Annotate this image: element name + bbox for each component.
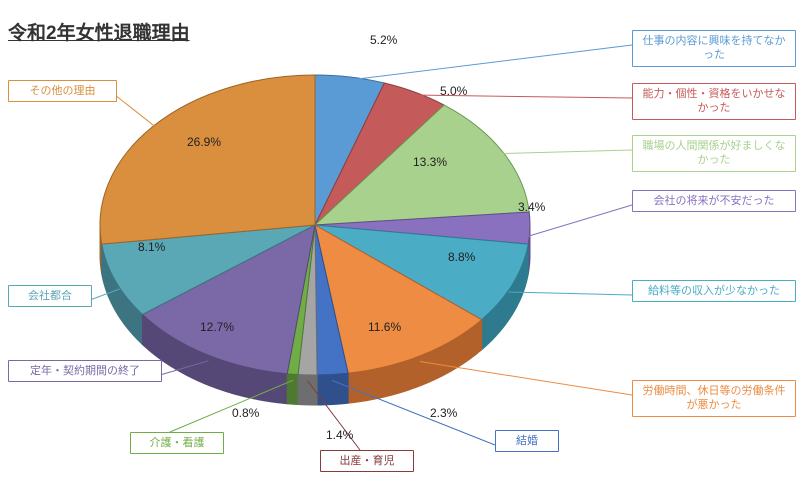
legend-item: 労働時間、休日等の労働条件が悪かった xyxy=(632,380,796,417)
legend-item: 介護・看護 xyxy=(130,432,224,454)
slice-percent: 8.8% xyxy=(448,250,475,264)
legend-label: 介護・看護 xyxy=(150,437,205,449)
slice-percent: 3.4% xyxy=(518,200,545,214)
leader-line xyxy=(509,292,632,295)
leader-line xyxy=(115,95,157,128)
pie-slice xyxy=(100,75,315,244)
legend-item: 定年・契約期間の終了 xyxy=(8,360,162,382)
pie-slice-side xyxy=(287,374,298,405)
legend-label: 会社の将来が不安だった xyxy=(654,195,775,207)
slice-percent: 12.7% xyxy=(200,320,234,334)
legend-item: 能力・個性・資格をいかせなかった xyxy=(632,83,796,120)
legend-label: 定年・契約期間の終了 xyxy=(30,365,140,377)
legend-item: 給料等の収入が少なかった xyxy=(632,280,796,302)
legend-item: 結婚 xyxy=(495,430,559,452)
legend-item: 出産・育児 xyxy=(320,450,414,472)
slice-percent: 13.3% xyxy=(413,155,447,169)
slice-percent: 2.3% xyxy=(430,406,457,420)
legend-item: 仕事の内容に興味を持てなかった xyxy=(632,30,796,67)
leader-line xyxy=(499,150,632,154)
slice-percent: 0.8% xyxy=(232,406,259,420)
legend-label: その他の理由 xyxy=(30,85,96,97)
legend-label: 能力・個性・資格をいかせなかった xyxy=(643,88,786,114)
legend-label: 結婚 xyxy=(516,435,538,447)
leader-line xyxy=(332,381,495,445)
legend-item: 会社の将来が不安だった xyxy=(632,190,796,212)
slice-percent: 8.1% xyxy=(138,240,165,254)
slice-percent: 5.0% xyxy=(440,84,467,98)
legend-label: 労働時間、休日等の労働条件が悪かった xyxy=(643,385,786,411)
legend-label: 出産・育児 xyxy=(340,455,395,467)
legend-label: 仕事の内容に興味を持てなかった xyxy=(643,35,786,61)
slice-percent: 1.4% xyxy=(326,428,353,442)
slice-percent: 11.6% xyxy=(368,320,401,334)
legend-label: 職場の人間関係が好ましくなかった xyxy=(643,140,786,166)
slice-percent: 26.9% xyxy=(187,135,221,149)
legend-item: 職場の人間関係が好ましくなかった xyxy=(632,135,796,172)
leader-line xyxy=(420,361,632,395)
legend-item: その他の理由 xyxy=(8,80,117,102)
legend-item: 会社都合 xyxy=(8,285,92,307)
pie-chart xyxy=(0,0,800,501)
legend-label: 給料等の収入が少なかった xyxy=(648,285,780,297)
legend-label: 会社都合 xyxy=(28,290,72,302)
leader-line xyxy=(349,45,632,80)
slice-percent: 5.2% xyxy=(370,33,397,47)
